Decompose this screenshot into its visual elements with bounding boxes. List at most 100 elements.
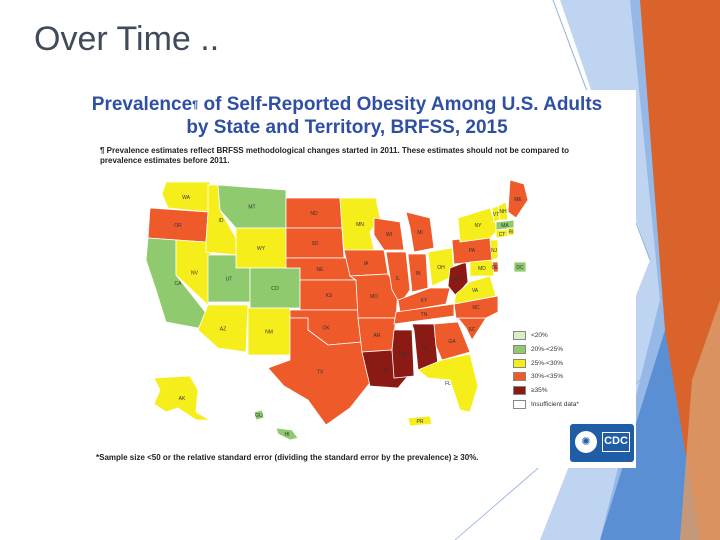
cdc-logo-text: CDC bbox=[602, 432, 630, 452]
state-label: PA bbox=[469, 248, 476, 254]
state-VA bbox=[453, 275, 497, 305]
obesity-map-figure: WA OR CA NV ID MT WY UT CO AZ NM ND SD NE KS OK TX MN IA MO… bbox=[58, 90, 636, 468]
state-label: CT bbox=[499, 232, 506, 238]
state-label: FL bbox=[445, 381, 451, 387]
state-label: LA bbox=[382, 367, 389, 373]
state-NJ bbox=[489, 239, 499, 261]
state-label: OK bbox=[322, 326, 330, 332]
state-label: DC bbox=[516, 265, 524, 271]
map-legend: <20% 20%-<25% 25%-<30% 30%-<35% ≥35% Ins… bbox=[513, 330, 633, 413]
state-label: AZ bbox=[220, 327, 226, 333]
state-DC bbox=[513, 261, 527, 273]
state-AK bbox=[153, 375, 212, 421]
state-label: NC bbox=[472, 305, 480, 311]
slide-title: Over Time .. bbox=[34, 20, 220, 58]
cdc-logo: ✺ CDC bbox=[570, 424, 634, 462]
legend-item: 30%-<35% bbox=[513, 371, 633, 383]
figure-title-mark: ¶ bbox=[192, 99, 199, 111]
legend-swatch bbox=[513, 344, 526, 354]
legend-label: 25%-<30% bbox=[531, 359, 563, 367]
state-label: ME bbox=[514, 197, 522, 203]
state-label: IN bbox=[416, 271, 421, 277]
state-label: TN bbox=[421, 312, 428, 318]
legend-swatch bbox=[513, 358, 526, 368]
state-label: GU bbox=[255, 413, 263, 419]
state-label: WY bbox=[257, 246, 266, 252]
state-label: ND bbox=[310, 211, 318, 217]
state-PR bbox=[407, 415, 433, 427]
state-label: KS bbox=[326, 293, 333, 299]
state-AZ bbox=[197, 304, 249, 353]
legend-item: ≥35% bbox=[513, 385, 633, 397]
state-WA bbox=[161, 181, 211, 213]
state-NY bbox=[457, 207, 499, 243]
state-label: MO bbox=[370, 294, 378, 300]
state-label: SC bbox=[469, 327, 476, 333]
legend-item: 25%-<30% bbox=[513, 358, 633, 370]
legend-swatch bbox=[513, 399, 526, 409]
state-NH bbox=[497, 201, 509, 221]
legend-label: <20% bbox=[531, 332, 548, 339]
state-label: AL bbox=[422, 345, 428, 351]
state-KY bbox=[397, 287, 451, 313]
state-label: SD bbox=[312, 241, 319, 247]
legend-swatch bbox=[513, 386, 526, 396]
legend-label: 20%-<25% bbox=[531, 345, 563, 353]
state-TN bbox=[393, 303, 455, 325]
state-GU bbox=[253, 409, 265, 421]
state-IN bbox=[407, 253, 429, 293]
state-label: NV bbox=[191, 271, 199, 277]
figure-title-rest: of Self-Reported Obesity Among U.S. Adul… bbox=[198, 94, 603, 115]
state-label: DE bbox=[492, 265, 500, 271]
state-label: GA bbox=[448, 339, 456, 345]
state-label: WV bbox=[454, 277, 463, 283]
state-FL bbox=[417, 353, 479, 413]
state-label: OH bbox=[437, 265, 445, 271]
state-label: NY bbox=[475, 223, 483, 229]
state-label: IL bbox=[396, 276, 400, 282]
state-label: MT bbox=[248, 205, 255, 211]
figure-title-line2: by State and Territory, BRFSS, 2015 bbox=[186, 117, 508, 138]
state-label: MN bbox=[356, 222, 364, 228]
legend-label: Insufficient data* bbox=[531, 400, 579, 408]
state-label: AK bbox=[179, 396, 186, 402]
state-label: TX bbox=[317, 370, 324, 376]
state-label: PR bbox=[417, 419, 424, 425]
state-label: NJ bbox=[491, 248, 498, 254]
hhs-eagle-icon: ✺ bbox=[575, 431, 597, 453]
state-label: KY bbox=[421, 298, 428, 304]
legend-label: ≥35% bbox=[531, 387, 548, 395]
state-label: VT bbox=[493, 212, 499, 218]
legend-swatch bbox=[513, 331, 526, 340]
state-label: MS bbox=[399, 352, 407, 358]
state-label: OR bbox=[174, 223, 182, 229]
state-label: MD bbox=[478, 266, 486, 272]
state-MD bbox=[469, 259, 495, 277]
state-WI bbox=[373, 217, 405, 251]
state-label: ID bbox=[219, 218, 224, 224]
state-HI bbox=[275, 427, 299, 441]
state-label: UT bbox=[226, 277, 233, 283]
state-ME bbox=[507, 179, 529, 219]
state-label: WA bbox=[182, 195, 191, 201]
figure-title-line1: Prevalence¶ of Self-Reported Obesity Amo… bbox=[58, 94, 636, 116]
state-label: AR bbox=[374, 333, 381, 339]
state-label: CO bbox=[271, 286, 279, 292]
figure-footnote: ¶ Prevalence estimates reflect BRFSS met… bbox=[100, 146, 570, 165]
state-label: HI bbox=[285, 432, 290, 438]
state-MS bbox=[391, 329, 415, 379]
state-label: MA bbox=[501, 223, 509, 229]
state-label: NH bbox=[499, 209, 507, 215]
legend-label: 30%-<35% bbox=[531, 373, 563, 381]
sample-size-note: *Sample size <50 or the relative standar… bbox=[96, 453, 479, 462]
figure-title-prefix: Prevalence bbox=[91, 94, 193, 115]
state-label: MI bbox=[417, 230, 423, 236]
legend-item: Insufficient data* bbox=[513, 399, 633, 411]
legend-item: <20% bbox=[513, 330, 633, 342]
state-label: WI bbox=[386, 232, 392, 238]
state-label: NE bbox=[317, 267, 325, 273]
state-label: VA bbox=[472, 288, 479, 294]
state-MN bbox=[339, 197, 381, 251]
legend-item: 20%-<25% bbox=[513, 344, 633, 356]
state-TX bbox=[267, 317, 373, 426]
